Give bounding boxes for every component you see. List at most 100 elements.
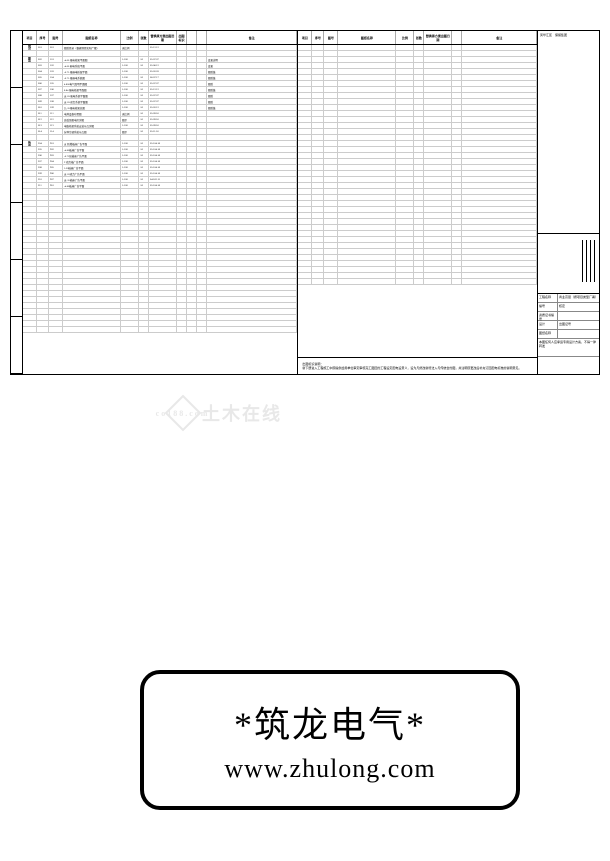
cell-seq: 013	[37, 123, 49, 128]
cell-qty: A2	[139, 177, 149, 182]
drawing-sheet: 项目 序号 图号 图纸名称 比例 张数 替换原方案出图日期 出图标识 备注 建筑…	[10, 30, 600, 375]
cell-num: 102	[49, 63, 63, 68]
cell-num: 103	[49, 69, 63, 74]
panel-info: 工程名称 商业高层（按项目类型厂署） 编号 核定 资质证书编号 设计 出图证号 …	[538, 294, 599, 374]
section-label	[23, 165, 37, 170]
table-row-empty	[298, 279, 537, 285]
cell-qty: A2	[139, 171, 149, 176]
cell-r2	[187, 111, 197, 116]
cell-qty: A2	[139, 123, 149, 128]
section-label	[23, 63, 37, 68]
info-v: 出图证号	[558, 321, 599, 329]
cell-date: 05.104.16	[149, 171, 177, 176]
cell-note	[207, 111, 297, 116]
cell-seq: 004	[37, 69, 49, 74]
cell-seq: 002	[37, 57, 49, 62]
cell-r2	[187, 63, 197, 68]
cell-num: 001	[49, 45, 63, 50]
cell-r2	[187, 165, 197, 170]
cell-r1	[177, 111, 187, 116]
panel-top: 凤华汇区 保留集团	[538, 31, 599, 234]
cell-name: 4.800电气照明平面图	[63, 81, 121, 86]
cell-name: 电缆桥架系统安装节点详图	[63, 123, 121, 128]
cell-seq: 204	[37, 141, 49, 146]
cell-date: 05.06.12	[149, 63, 177, 68]
cell-r3	[197, 129, 207, 134]
cell-scale: 1:100	[121, 75, 139, 80]
cell-qty: A3	[139, 111, 149, 116]
cell-scale: 1:100	[121, 123, 139, 128]
cell-qty: A2	[139, 81, 149, 86]
cell-qty	[139, 45, 149, 50]
cell-num: 114	[49, 129, 63, 134]
cell-note	[207, 183, 297, 188]
margin-cell	[11, 317, 22, 374]
cell-seq: 010	[37, 105, 49, 110]
cell-seq: 009	[37, 99, 49, 104]
cell-qty: A3	[139, 117, 149, 122]
notes-line: 新下册进入工程施工中即提供给用单位审定审核完工图回约工程设定配电设意义，设为凡修…	[302, 366, 533, 370]
cell-r3	[197, 87, 207, 92]
margin-cell	[11, 145, 22, 202]
left-margin-cells	[11, 31, 23, 374]
cell-r1	[177, 141, 187, 146]
cell-r2	[187, 81, 197, 86]
cell-r2	[187, 141, 197, 146]
cell-scale: 1:100	[121, 87, 139, 92]
cell-r1	[177, 105, 187, 110]
info-row: 资质证书编号	[538, 312, 599, 321]
section-label	[23, 93, 37, 98]
th-qty: 张数	[414, 31, 424, 44]
cell-date: 05.02.03	[149, 69, 177, 74]
cell-scale: 1:100	[121, 57, 139, 62]
cell-note: 图纸集	[207, 75, 297, 80]
cell-r2	[187, 69, 197, 74]
cell-name: -0.75层插座广告平面	[63, 153, 121, 158]
section-label	[23, 159, 37, 164]
info-footer: 本图任何人应承运专用设计方案，不得一律转发	[538, 339, 599, 357]
cell-num: 109	[49, 105, 63, 110]
cell-num: 106	[49, 87, 63, 92]
cell-note	[207, 45, 297, 50]
cell-note: 变更说明	[207, 57, 297, 62]
left-table-body: 建筑总图001001图纸目录（根据项目实际厂署）无比例05.12.12节能电气0…	[23, 45, 297, 374]
cell-date: 05.104.16	[149, 141, 177, 146]
cell-r2	[187, 129, 197, 134]
section-label	[23, 123, 37, 128]
th-note: 备注	[207, 31, 297, 44]
th-note: 备注	[462, 31, 537, 44]
cell-r3	[197, 63, 207, 68]
section-label: 建筑总图	[23, 45, 37, 50]
cell-scale: 1:100	[121, 99, 139, 104]
info-row: 编号 核定	[538, 303, 599, 312]
cell-scale: 无比例	[121, 111, 139, 116]
cell-r1	[177, 93, 187, 98]
cell-name: 8.84 强电桥架平面图	[63, 87, 121, 92]
cell-seq: 003	[37, 63, 49, 68]
cell-date: 05.104.16	[149, 153, 177, 158]
cell-date: 05.11.16	[149, 129, 177, 134]
cell-num: 907	[49, 177, 63, 182]
cell-r1	[177, 117, 187, 122]
cell-num: 905	[49, 165, 63, 170]
cell-qty: A2	[139, 141, 149, 146]
brand-title: *筑龙电气*	[234, 696, 426, 748]
section-label	[23, 171, 37, 176]
watermark-text: 土木在线	[202, 400, 282, 426]
cell-r3	[197, 165, 207, 170]
cell-r1	[177, 171, 187, 176]
section-label: 广告电气	[23, 141, 37, 146]
watermark: co188.com 土木在线	[170, 400, 282, 426]
section-label	[23, 99, 37, 104]
cell-note: 图纸集	[207, 87, 297, 92]
cell-r3	[197, 171, 207, 176]
cell-num: 101	[49, 57, 63, 62]
cell-name: -0.75 强弱电系统图	[63, 75, 121, 80]
cell-r3	[197, 153, 207, 158]
cell-name: 五 新增插座广告平面	[63, 141, 121, 146]
cell-r1	[177, 75, 187, 80]
cell-qty: A2	[139, 105, 149, 110]
cell-r3	[197, 177, 207, 182]
cell-scale: 1:100	[121, 165, 139, 170]
cell-scale: 1:100	[121, 105, 139, 110]
